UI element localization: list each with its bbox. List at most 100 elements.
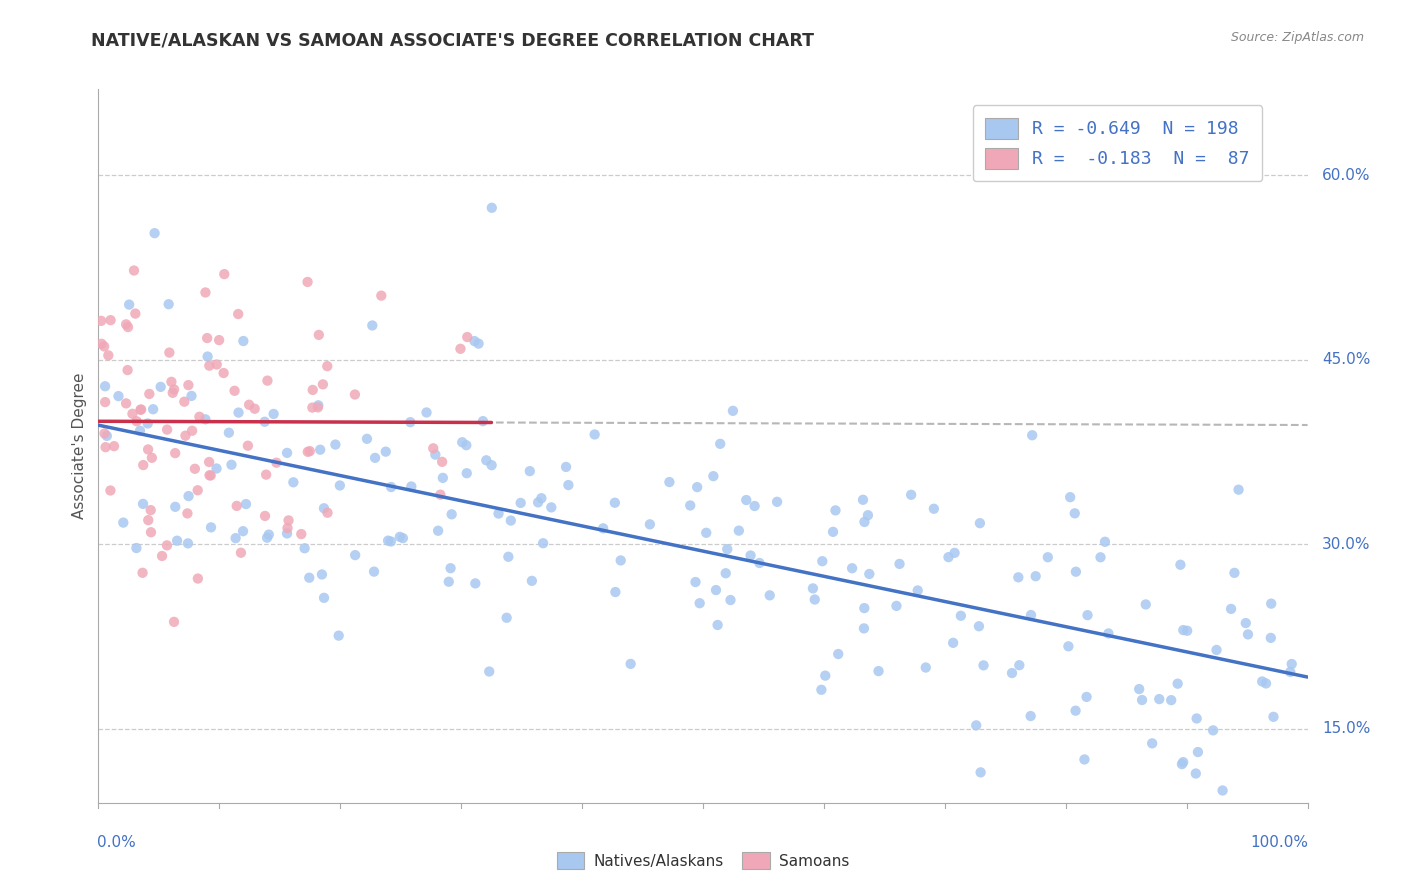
Point bbox=[853, 515, 876, 529]
Point bbox=[308, 327, 330, 342]
Point bbox=[301, 401, 323, 415]
Point bbox=[1057, 640, 1080, 654]
Point bbox=[181, 424, 204, 438]
Point bbox=[949, 608, 972, 623]
Point bbox=[97, 348, 120, 362]
Point bbox=[129, 402, 152, 417]
Point bbox=[399, 415, 422, 429]
Point bbox=[827, 647, 849, 661]
Point bbox=[422, 442, 444, 456]
Point bbox=[138, 387, 160, 401]
Point bbox=[176, 507, 198, 521]
Point bbox=[94, 379, 117, 393]
Point bbox=[1149, 692, 1171, 706]
Point bbox=[228, 406, 250, 420]
Point bbox=[437, 574, 460, 589]
Point bbox=[969, 765, 991, 780]
Point bbox=[96, 429, 118, 443]
Point bbox=[225, 531, 247, 545]
Point bbox=[307, 398, 329, 412]
Point bbox=[177, 378, 200, 392]
Point bbox=[1008, 658, 1031, 673]
Point bbox=[150, 549, 173, 563]
Point bbox=[1019, 607, 1042, 622]
Point bbox=[456, 330, 478, 344]
Text: 0.0%: 0.0% bbox=[97, 835, 136, 850]
Point bbox=[136, 513, 159, 527]
Point bbox=[1260, 597, 1282, 611]
Point bbox=[415, 405, 437, 419]
Point bbox=[464, 576, 486, 591]
Point bbox=[125, 414, 148, 428]
Point bbox=[149, 380, 172, 394]
Point bbox=[1223, 566, 1246, 580]
Point bbox=[803, 592, 825, 607]
Point bbox=[276, 446, 298, 460]
Point bbox=[1170, 558, 1192, 572]
Point bbox=[212, 366, 235, 380]
Point bbox=[1064, 565, 1087, 579]
Point bbox=[456, 438, 478, 452]
Text: 60.0%: 60.0% bbox=[1322, 168, 1371, 183]
Point bbox=[226, 307, 249, 321]
Point bbox=[427, 524, 450, 538]
Point bbox=[343, 387, 366, 401]
Point bbox=[256, 374, 278, 388]
Point bbox=[685, 575, 707, 590]
Point bbox=[810, 682, 832, 697]
Point bbox=[1076, 608, 1098, 623]
Point bbox=[328, 629, 350, 643]
Point bbox=[1025, 569, 1047, 583]
Point bbox=[540, 500, 562, 515]
Point bbox=[173, 394, 195, 409]
Point bbox=[166, 533, 188, 548]
Point bbox=[721, 404, 744, 418]
Point bbox=[583, 427, 606, 442]
Point bbox=[254, 467, 277, 482]
Point bbox=[283, 475, 305, 490]
Point bbox=[297, 275, 319, 289]
Point bbox=[609, 553, 631, 567]
Point bbox=[194, 285, 217, 300]
Point bbox=[198, 455, 221, 469]
Point bbox=[143, 226, 166, 240]
Point bbox=[316, 359, 339, 374]
Point bbox=[117, 320, 139, 334]
Point bbox=[235, 497, 257, 511]
Point bbox=[380, 480, 402, 494]
Point bbox=[720, 593, 742, 607]
Point bbox=[180, 389, 202, 403]
Point bbox=[439, 561, 461, 575]
Point bbox=[187, 483, 209, 498]
Point bbox=[519, 464, 541, 478]
Point bbox=[177, 536, 200, 550]
Text: 100.0%: 100.0% bbox=[1251, 835, 1309, 850]
Text: NATIVE/ALASKAN VS SAMOAN ASSOCIATE'S DEGREE CORRELATION CHART: NATIVE/ALASKAN VS SAMOAN ASSOCIATE'S DEG… bbox=[91, 31, 814, 49]
Point bbox=[263, 407, 285, 421]
Point bbox=[695, 525, 717, 540]
Point bbox=[157, 345, 180, 359]
Point bbox=[638, 517, 661, 532]
Point bbox=[889, 557, 911, 571]
Point bbox=[886, 599, 908, 613]
Point bbox=[325, 437, 347, 451]
Point bbox=[1175, 624, 1198, 638]
Point bbox=[200, 468, 222, 483]
Point bbox=[495, 611, 517, 625]
Point bbox=[225, 499, 247, 513]
Point bbox=[1167, 676, 1189, 690]
Point bbox=[90, 336, 112, 351]
Point bbox=[744, 499, 766, 513]
Point bbox=[125, 541, 148, 555]
Point bbox=[471, 414, 494, 428]
Point bbox=[1212, 783, 1234, 797]
Point bbox=[132, 458, 155, 472]
Point bbox=[124, 307, 146, 321]
Point bbox=[922, 501, 945, 516]
Point bbox=[856, 508, 879, 523]
Point bbox=[1076, 690, 1098, 704]
Point bbox=[1128, 681, 1150, 696]
Point bbox=[914, 660, 936, 674]
Point bbox=[1187, 745, 1209, 759]
Point bbox=[463, 334, 485, 348]
